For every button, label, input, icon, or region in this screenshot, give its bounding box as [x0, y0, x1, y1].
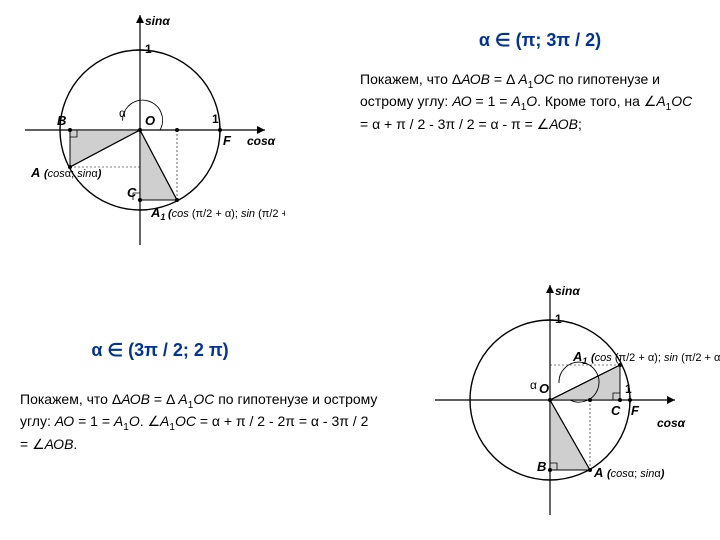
point-O: O	[145, 113, 155, 128]
unit-circle-diagram-top: sinα cosα 1 1 α O F B C A (cosα; sinα) A…	[15, 5, 285, 260]
point-A1: A1	[150, 205, 165, 222]
unit-circle-diagram-bottom: sinα cosα 1 1 α O F C B A (cosα; sinα) A…	[420, 275, 720, 540]
tick-x-1: 1	[212, 112, 219, 126]
point-B: B	[57, 113, 66, 128]
paragraph-bottom: Покажем, что ΔАОВ = Δ А1ОС по гипотенузе…	[20, 390, 380, 453]
point-C-b: C	[611, 403, 621, 418]
point-C: C	[127, 185, 137, 200]
point-A1-b: A1	[572, 349, 587, 366]
paragraph-top: Покажем, что ΔАОВ = Δ А1ОС по гипотенузе…	[360, 70, 700, 133]
point-A-coords: (cosα; sinα)	[44, 168, 102, 180]
heading-top: α ∈ (π; 3π / 2)	[440, 30, 640, 52]
point-A: A	[30, 165, 40, 180]
angle-alpha-b: α	[530, 378, 537, 392]
angle-alpha: α	[119, 106, 126, 120]
tick-y-1: 1	[145, 42, 152, 56]
point-A1-coords: (cos (π/2 + α); sin (π/2 + α))	[168, 208, 285, 220]
tick-x-1-b: 1	[625, 382, 632, 396]
tick-y-1-b: 1	[555, 312, 562, 326]
point-A-coords-b: (cosα; sinα)	[607, 468, 665, 480]
point-A1-coords-b: (cos (π/2 + α); sin (π/2 + α))	[591, 352, 720, 364]
point-O-b: O	[539, 381, 549, 396]
axis-y-label: sinα	[145, 14, 170, 28]
axis-y-label-b: sinα	[555, 284, 580, 298]
point-A-b: A	[593, 465, 603, 480]
point-F-b: F	[631, 403, 640, 418]
point-B-b: B	[537, 459, 546, 474]
heading-bottom: α ∈ (3π / 2; 2 π)	[60, 340, 260, 362]
point-F: F	[223, 133, 232, 148]
axis-x-label-b: cosα	[657, 416, 686, 430]
axis-x-label: cosα	[247, 134, 276, 148]
